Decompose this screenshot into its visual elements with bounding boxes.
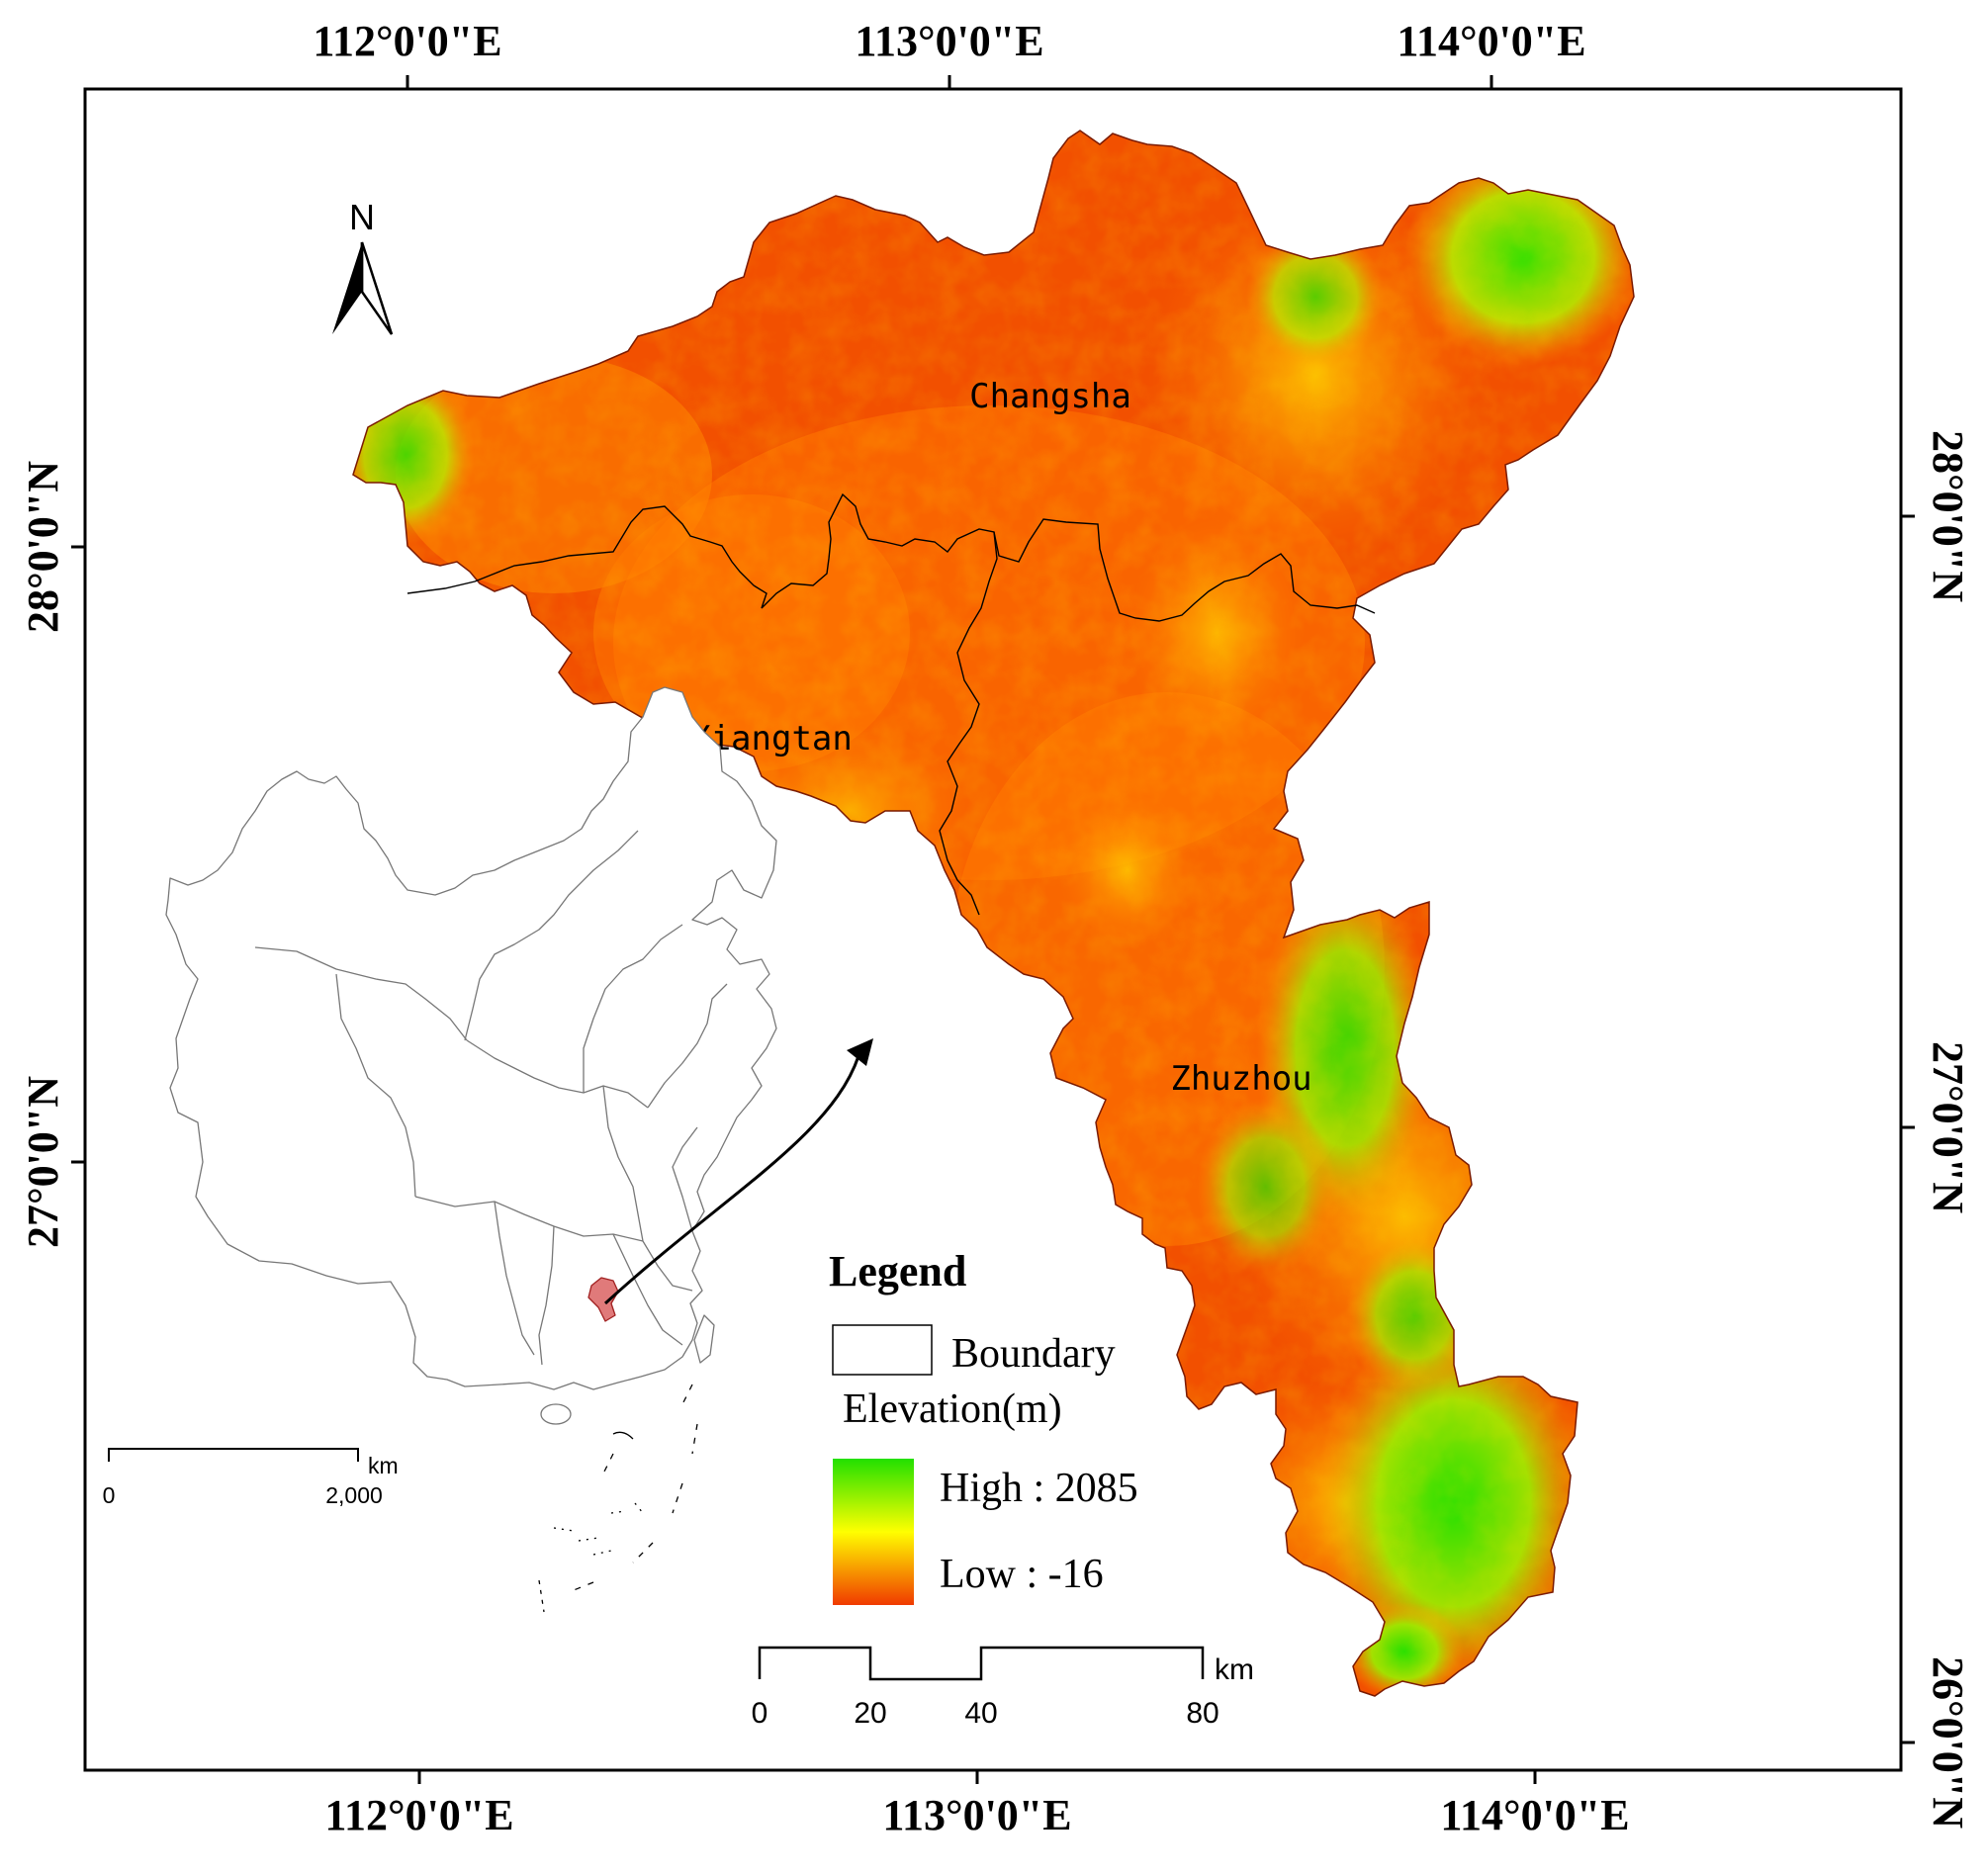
scale-tick-20: 20 bbox=[854, 1697, 886, 1730]
bottom-axis-label-113: 113°0'0"E bbox=[882, 1791, 1071, 1839]
legend-low-label: Low : -16 bbox=[940, 1552, 1104, 1597]
city-label-zhuzhou: Zhuzhou bbox=[1170, 1059, 1311, 1099]
inset-study-area bbox=[587, 1277, 619, 1322]
legend-elevation-ramp bbox=[833, 1459, 914, 1605]
top-axis-label-113: 113°0'0"E bbox=[855, 17, 1043, 65]
legend-boundary-swatch bbox=[832, 1324, 933, 1376]
right-axis-label-26: 26°0'0"N bbox=[1924, 1656, 1972, 1829]
city-labels: Changsha Xiangtan Zhuzhou bbox=[690, 377, 1312, 1099]
china-outline bbox=[165, 686, 777, 1390]
legend-high-label: High : 2085 bbox=[940, 1466, 1138, 1511]
scale-tick-0: 0 bbox=[752, 1697, 768, 1730]
city-label-changsha: Changsha bbox=[969, 377, 1131, 416]
inset-scale-tick-2000: 2,000 bbox=[325, 1482, 383, 1508]
left-axis: 28°0'0"N 27°0'0"N bbox=[19, 461, 85, 1248]
inset-scale-tick-0: 0 bbox=[103, 1482, 116, 1508]
boundary-changsha-xiangtan bbox=[406, 492, 1376, 622]
legend-title: Legend bbox=[829, 1247, 966, 1295]
right-axis-label-28: 28°0'0"N bbox=[1924, 430, 1972, 602]
legend-boundary-label: Boundary bbox=[951, 1331, 1116, 1377]
scale-bar: km 0 20 40 80 bbox=[752, 1646, 1254, 1730]
legend: Legend Boundary Elevation(m) High : 2085… bbox=[829, 1247, 1138, 1605]
top-axis: 112°0'0"E 113°0'0"E 114°0'0"E bbox=[313, 17, 1586, 89]
scale-tick-80: 80 bbox=[1186, 1697, 1219, 1730]
top-axis-label-114: 114°0'0"E bbox=[1397, 17, 1585, 65]
scale-tick-40: 40 bbox=[964, 1697, 997, 1730]
inset-scale-unit: km bbox=[368, 1453, 399, 1478]
top-axis-label-112: 112°0'0"E bbox=[313, 17, 501, 65]
north-label: N bbox=[349, 197, 375, 237]
legend-elevation-label: Elevation(m) bbox=[843, 1386, 1062, 1432]
city-boundaries bbox=[406, 492, 1376, 916]
right-axis-label-27: 27°0'0"N bbox=[1924, 1041, 1972, 1213]
bottom-axis-label-114: 114°0'0"E bbox=[1440, 1791, 1629, 1839]
map-frame bbox=[83, 87, 1903, 1772]
north-arrow: N bbox=[332, 197, 394, 335]
bottom-axis: 112°0'0"E 113°0'0"E 114°0'0"E bbox=[324, 1770, 1630, 1839]
left-axis-label-27: 27°0'0"N bbox=[19, 1076, 67, 1248]
locator-arrow bbox=[603, 1038, 873, 1305]
bottom-axis-label-112: 112°0'0"E bbox=[324, 1791, 513, 1839]
inset-scale-bar: km 0 2,000 bbox=[103, 1448, 399, 1508]
inset-china-map bbox=[165, 686, 777, 1613]
right-axis: 28°0'0"N 27°0'0"N 26°0'0"N bbox=[1901, 430, 1972, 1829]
north-arrow-icon bbox=[332, 241, 394, 335]
boundary-xiangtan-zhuzhou bbox=[939, 531, 998, 916]
left-axis-label-28: 28°0'0"N bbox=[19, 461, 67, 633]
scale-unit: km bbox=[1215, 1653, 1254, 1686]
